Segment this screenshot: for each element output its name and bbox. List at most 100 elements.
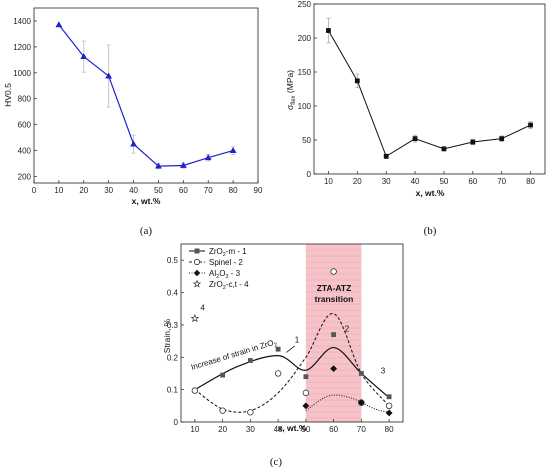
panel-b-xtick-label: 60 <box>468 177 477 186</box>
panel-c-ylabel: Strain, % <box>162 318 172 353</box>
legend-3-main: Al <box>209 269 216 278</box>
panel-c-ytick-label: 0.2 <box>167 353 179 362</box>
panel-a-markers <box>55 21 237 169</box>
panel-b-xtick-label: 80 <box>526 177 535 186</box>
panel-b-point <box>441 146 447 152</box>
panel-c-point-series-2 <box>385 402 393 410</box>
panel-a-ytick-label: 200 <box>18 173 32 182</box>
panel-b-xtick-label: 50 <box>439 177 448 186</box>
panel-b-ylabel-sub: flex <box>291 95 297 104</box>
legend-marker-3 <box>193 269 201 277</box>
panel-c-point-series-3 <box>385 409 393 417</box>
panel-b-frame <box>313 3 546 175</box>
panel-c-point-series-2 <box>274 370 282 377</box>
panel-b-point <box>499 136 505 142</box>
series-tag-1: 1 <box>295 336 300 345</box>
panel-a-xtick-label: 60 <box>179 186 188 195</box>
panel-b-ylabel-main: σ <box>285 104 295 110</box>
panel-a-xtick-label: 10 <box>54 186 63 195</box>
panel-a-xtick-label: 0 <box>32 186 37 195</box>
panel-b-ylabel: σflex (MPa) <box>285 70 297 110</box>
panel-b-ytick-label: 100 <box>298 102 312 111</box>
legend-label-4: ZrO2-c,t - 4 <box>209 280 249 291</box>
panel-b-xtick-label: 30 <box>382 177 391 186</box>
series-tag-2: 2 <box>345 324 350 333</box>
panel-c-xtick-label: 30 <box>246 425 255 434</box>
panel-c-band-hatch <box>305 249 362 419</box>
panel-c-point-series-2 <box>191 387 199 394</box>
panel-b-ytick-label: 50 <box>302 136 311 145</box>
legend-4-main: ZrO <box>209 280 223 289</box>
panel-c-point-series-2 <box>302 389 310 397</box>
panel-a-frame <box>33 7 259 184</box>
panel-c-ytick-label: 0.4 <box>167 289 179 298</box>
panel-a-error-bars <box>81 40 236 170</box>
panel-b-ylabel-tail: (MPa) <box>285 70 295 96</box>
legend-1-tail: -m - 1 <box>226 247 247 256</box>
legend-marker-1 <box>194 248 200 254</box>
panel-c-point-series-1 <box>275 346 281 352</box>
panel-c-point-series-2 <box>330 268 337 275</box>
series-tag-3: 3 <box>381 366 386 375</box>
panel-c-xtick-label: 50 <box>301 425 310 434</box>
panel-a-point <box>105 72 113 79</box>
panel-c-point-series-4 <box>190 313 200 323</box>
panel-b-xtick-label: 20 <box>353 177 362 186</box>
panel-c-xtick-label: 70 <box>357 425 366 434</box>
panel-c-ytick-label: 0.3 <box>167 321 179 330</box>
panel-a-xtick-label: 40 <box>129 186 138 195</box>
panel-b-point <box>470 139 476 145</box>
legend-3-tail2: - 3 <box>228 269 240 278</box>
legend-marker-4 <box>192 279 202 288</box>
panel-a-ytick-label: 600 <box>18 121 32 130</box>
panel-a-xlabel: x, wt.% <box>132 196 161 206</box>
panel-b-ytick-label: 0 <box>307 170 312 179</box>
panel-c-point-series-3 <box>357 399 365 406</box>
panel-b-markers <box>326 28 533 159</box>
panel-c-ticks: 10 20 30 40 50 60 70 80 0 0.1 0.2 0.3 0.4 0.5 <box>167 256 394 434</box>
panel-c-series-tags: 1 2 3 4 <box>200 303 385 375</box>
panel-a-ytick-label: 1400 <box>13 17 31 26</box>
panel-a-caption: (a) <box>140 225 153 237</box>
panel-a-ytick-label: 1000 <box>13 69 31 78</box>
legend-label-1: ZrO2-m - 1 <box>209 247 247 258</box>
panel-a-ytick-label: 1200 <box>13 43 31 52</box>
panel-c-point-series-2 <box>247 409 254 416</box>
panel-a-point <box>55 21 63 28</box>
panel-c-point-series-2 <box>219 407 226 414</box>
panel-c-frame <box>180 243 404 423</box>
panel-b-point <box>528 122 533 128</box>
legend-3-sub2: 3 <box>225 274 228 280</box>
panel-b-ticks: 10 20 30 40 50 60 70 80 0 50 100 150 200 250 <box>298 0 536 186</box>
series-tag-4: 4 <box>200 303 205 312</box>
panel-b-ytick-label: 250 <box>298 0 312 9</box>
panel-c-point-series-3 <box>302 402 310 410</box>
panel-c-caption: (c) <box>270 456 283 468</box>
panel-a: 0 10 20 30 40 50 60 70 80 90 200 400 600 800 1000 1200 1… <box>3 7 263 237</box>
annotation-text: Increase of strain in ZrO <box>190 338 275 372</box>
panel-b-caption: (b) <box>424 225 437 237</box>
panel-c-markers <box>190 268 393 417</box>
band-label-line2: transition <box>315 294 354 304</box>
panel-b-point <box>354 78 360 84</box>
panel-b-xtick-label: 10 <box>324 177 333 186</box>
legend-4-tail: -c,t - 4 <box>226 280 249 289</box>
panel-a-point <box>204 154 212 161</box>
annotation-sub: 2 <box>273 342 278 349</box>
legend-3-sub: 2 <box>216 274 219 280</box>
panel-c-point-series-1 <box>303 374 309 380</box>
panel-b-point <box>326 28 331 33</box>
panel-c-point-series-1 <box>220 372 226 378</box>
panel-a-xtick-label: 50 <box>154 186 163 195</box>
panel-a-xtick-label: 80 <box>229 186 238 195</box>
band-label-line1: ZTA-ATZ <box>317 283 352 293</box>
panel-b-point <box>412 136 418 142</box>
panel-c-xtick-label: 60 <box>329 425 338 434</box>
panel-b-point <box>383 153 389 159</box>
panel-a-xtick-label: 20 <box>79 186 88 195</box>
panel-a-point <box>179 161 187 168</box>
panel-a-point <box>229 146 237 153</box>
panel-c-xtick-label: 80 <box>385 425 394 434</box>
